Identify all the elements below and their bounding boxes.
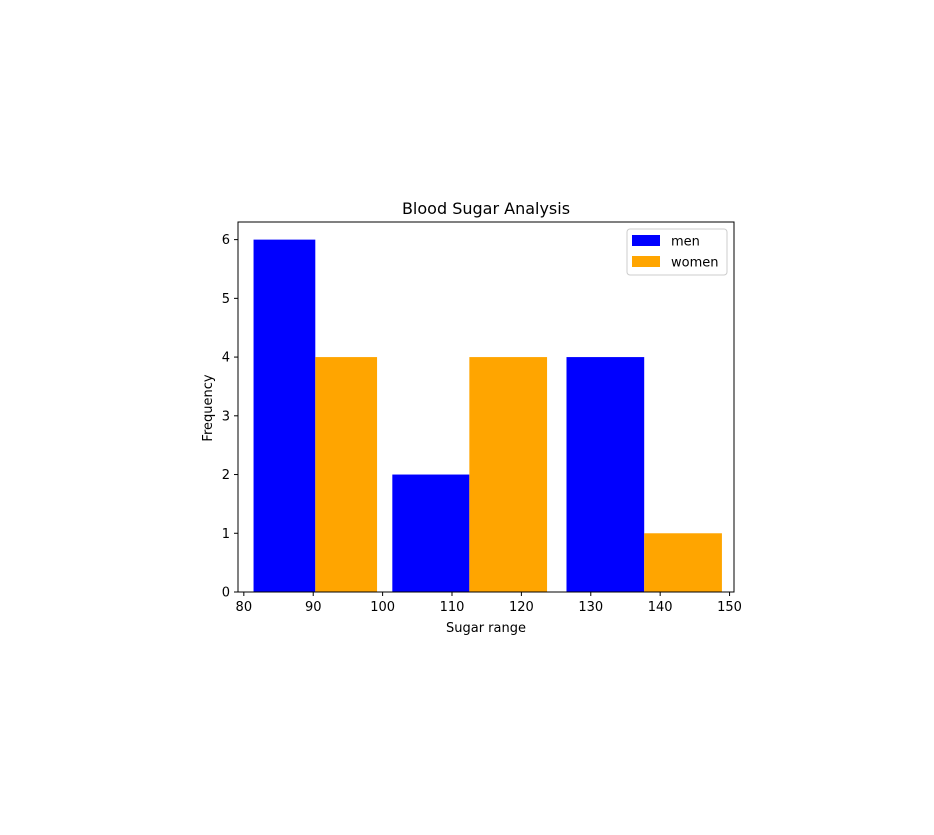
legend-label-women: women bbox=[671, 256, 719, 271]
y-tick-label: 3 bbox=[222, 409, 230, 424]
y-tick-label: 2 bbox=[222, 468, 230, 483]
y-tick-label: 1 bbox=[222, 527, 230, 542]
x-tick-label: 130 bbox=[578, 600, 603, 615]
legend-swatch-women bbox=[632, 256, 660, 267]
bar-men-3 bbox=[566, 357, 645, 592]
x-tick-label: 80 bbox=[236, 600, 253, 615]
legend-label-men: men bbox=[671, 235, 700, 250]
y-axis-ticks: 0 1 2 3 4 5 6 bbox=[222, 233, 238, 601]
x-axis-ticks: 80 90 100 110 120 130 140 150 bbox=[236, 592, 742, 615]
y-tick-label: 0 bbox=[222, 586, 230, 601]
x-axis-label: Sugar range bbox=[446, 621, 526, 636]
x-tick-label: 140 bbox=[648, 600, 673, 615]
legend: men women bbox=[626, 228, 728, 276]
y-tick-label: 4 bbox=[222, 351, 230, 366]
bar-women-1 bbox=[315, 357, 378, 592]
x-tick-label: 110 bbox=[440, 600, 465, 615]
bars-layer bbox=[253, 239, 722, 592]
x-tick-label: 100 bbox=[370, 600, 395, 615]
bar-men-2 bbox=[392, 474, 470, 592]
y-tick-label: 6 bbox=[222, 233, 230, 248]
x-tick-label: 150 bbox=[717, 600, 742, 615]
x-tick-label: 120 bbox=[509, 600, 534, 615]
y-tick-label: 5 bbox=[222, 292, 230, 307]
bar-women-2 bbox=[469, 357, 548, 592]
x-tick-label: 90 bbox=[305, 600, 322, 615]
chart-title: Blood Sugar Analysis bbox=[402, 199, 570, 218]
legend-swatch-men bbox=[632, 235, 660, 246]
y-axis-label: Frequency bbox=[201, 374, 216, 441]
bar-men-1 bbox=[253, 239, 316, 592]
plot-frame bbox=[237, 221, 735, 593]
bar-women-3 bbox=[644, 533, 722, 592]
